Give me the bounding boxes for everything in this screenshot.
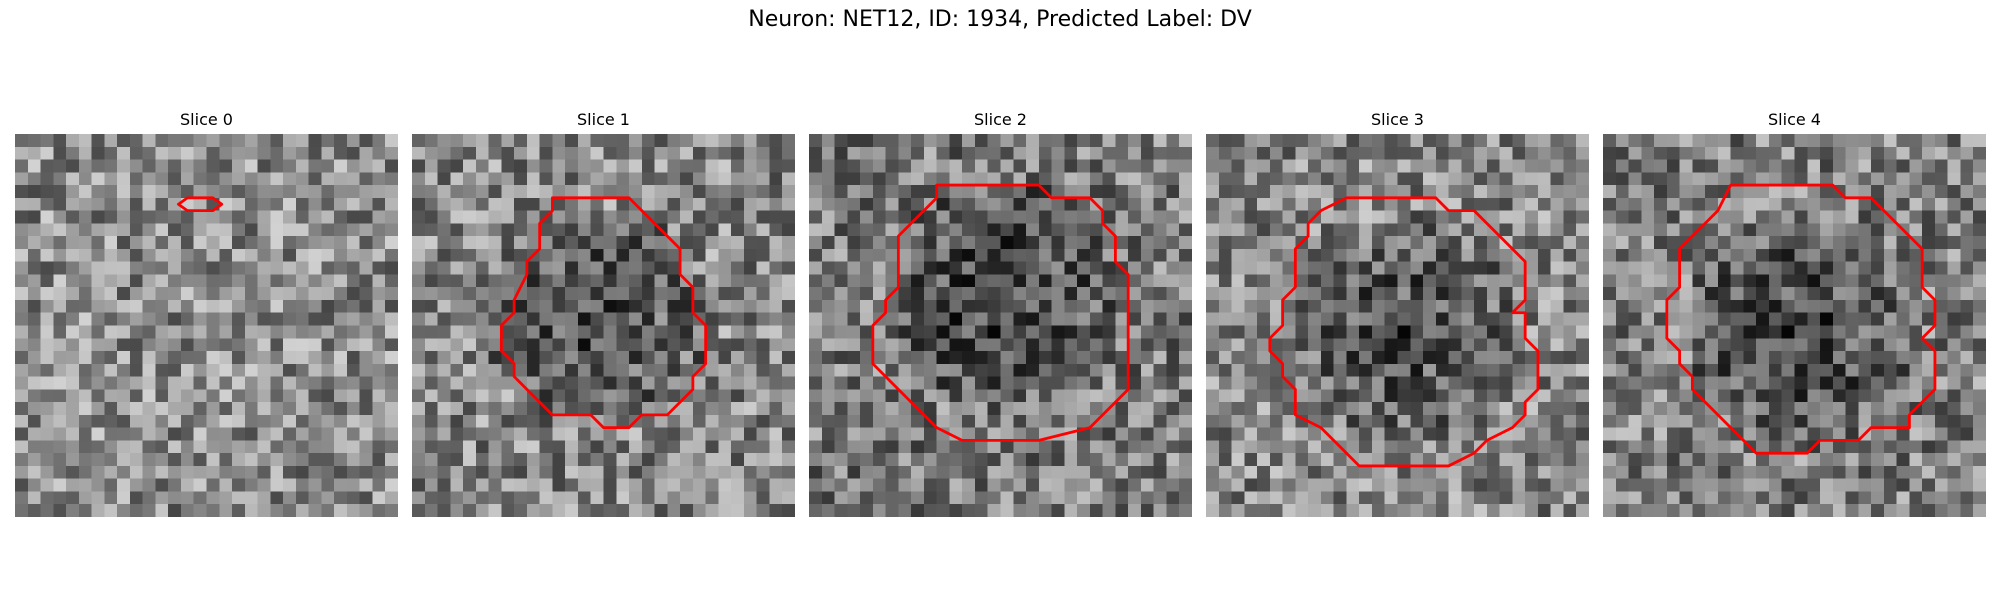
figure-title: Neuron: NET12, ID: 1934, Predicted Label… xyxy=(748,7,1252,32)
panel-title-4: Slice 4 xyxy=(1768,110,1821,129)
slice-panel-4 xyxy=(1603,134,1986,517)
slice-panel-1 xyxy=(412,134,795,517)
slice-image-3 xyxy=(1206,134,1589,517)
slice-image-4 xyxy=(1603,134,1986,517)
cell-outline-1 xyxy=(499,196,708,430)
panel-title-0: Slice 0 xyxy=(180,110,233,129)
slice-panel-0 xyxy=(15,134,398,517)
panel-title-2: Slice 2 xyxy=(974,110,1027,129)
panel-title-3: Slice 3 xyxy=(1371,110,1424,129)
cell-outline-3 xyxy=(1268,196,1540,468)
cell-outline-0 xyxy=(177,196,224,213)
cell-outline-2 xyxy=(871,183,1130,442)
cell-outline-4 xyxy=(1665,183,1937,455)
slice-panel-2 xyxy=(809,134,1192,517)
slice-panel-3 xyxy=(1206,134,1589,517)
panel-title-1: Slice 1 xyxy=(577,110,630,129)
slice-image-1 xyxy=(412,134,795,517)
slice-image-2 xyxy=(809,134,1192,517)
slice-image-0 xyxy=(15,134,398,517)
